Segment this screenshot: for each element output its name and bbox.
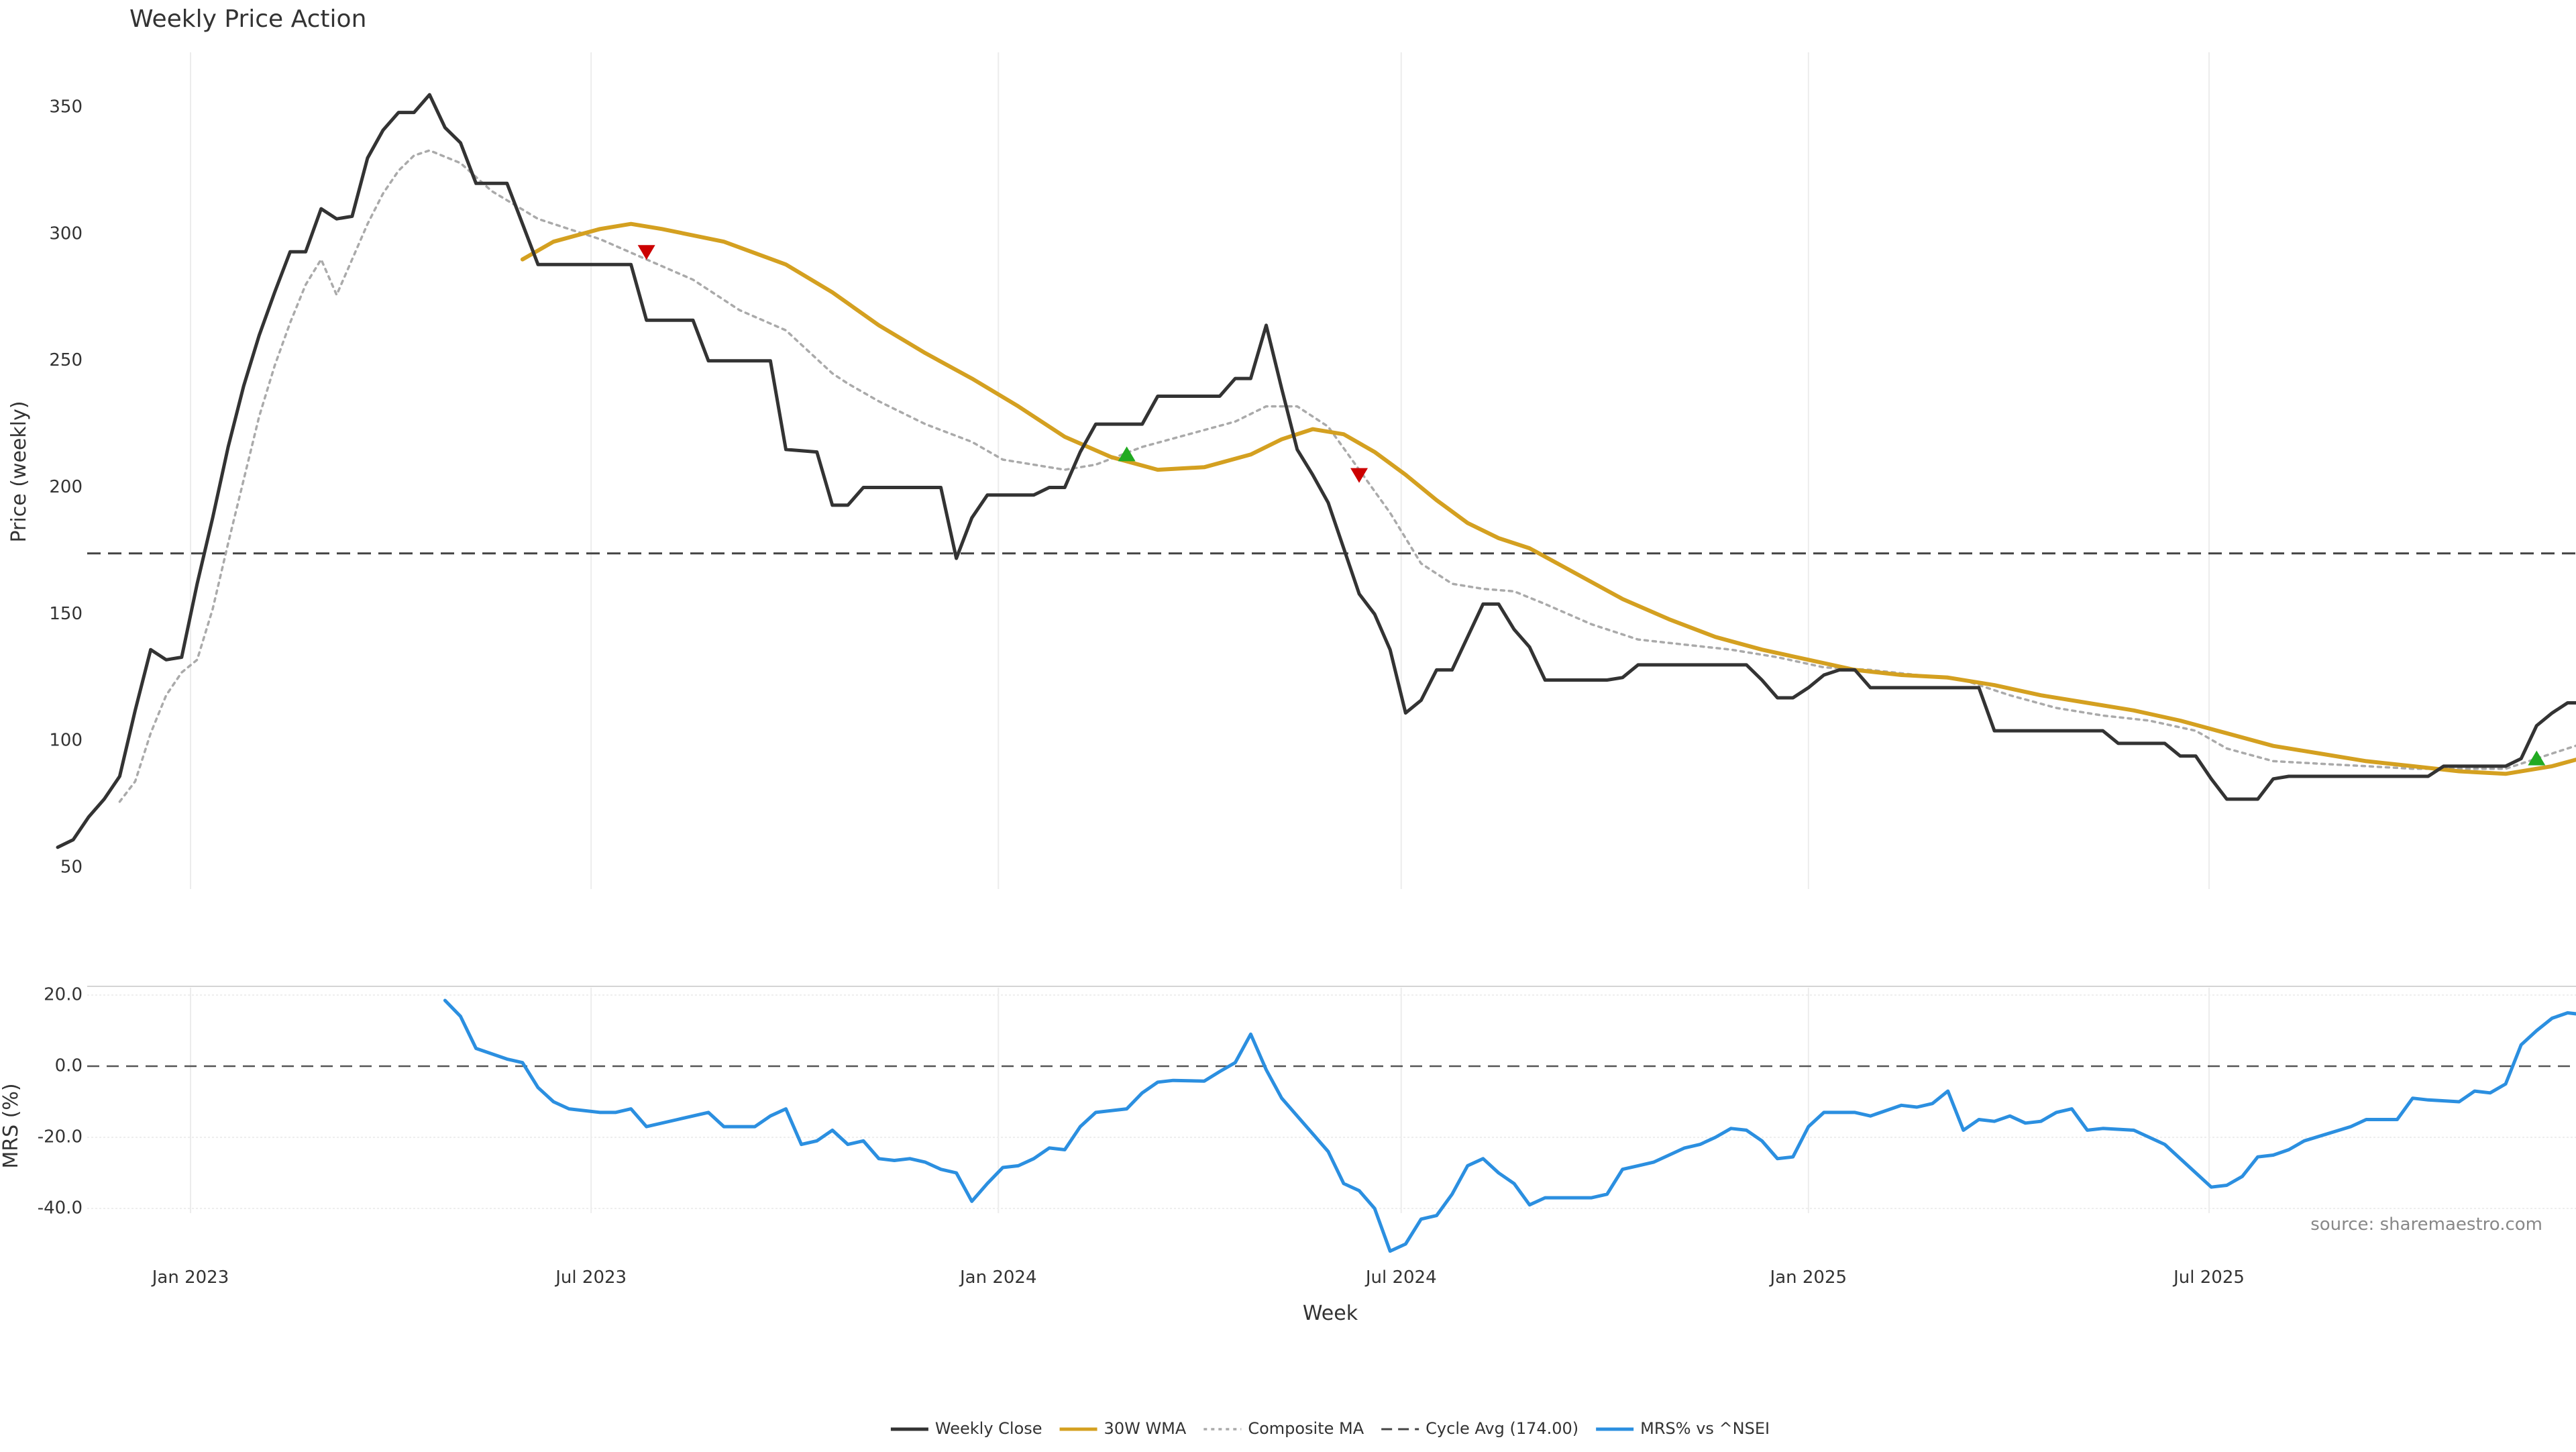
signal-markers (637, 245, 2546, 766)
mrs-line (443, 998, 2576, 1253)
legend-label: Composite MA (1248, 1419, 1364, 1438)
mrs-y-tick-label: 0.0 (55, 1056, 83, 1076)
composite-ma-line (118, 149, 2576, 803)
legend-label: Weekly Close (935, 1419, 1042, 1438)
buy-signal-marker (1118, 446, 1136, 462)
x-tick-label: Jul 2025 (2172, 1267, 2245, 1288)
legend-label: MRS% vs ^NSEI (1640, 1419, 1770, 1438)
mrs-y-tick-label: -20.0 (38, 1127, 83, 1147)
mrs-y-axis-title: MRS (%) (0, 1083, 23, 1168)
mrs-y-tick-label: -40.0 (38, 1198, 83, 1218)
reference-lines (87, 552, 2576, 1068)
legend-label: Cycle Avg (174.00) (1426, 1419, 1578, 1438)
x-tick-label: Jan 2025 (1769, 1267, 1847, 1288)
price-y-tick-label: 200 (49, 477, 83, 497)
chart-title: Weekly Price Action (129, 5, 366, 33)
source-annotation: source: sharemaestro.com (2310, 1214, 2542, 1235)
price-y-tick-label: 250 (49, 350, 83, 370)
series-lines (56, 93, 2576, 1253)
price-y-axis-title: Price (weekly) (7, 401, 31, 542)
price-y-tick-label: 100 (49, 731, 83, 751)
x-axis-title: Week (1303, 1302, 1358, 1325)
price-y-tick-label: 150 (49, 604, 83, 624)
legend: Weekly Close 30W WMA Composite MA Cycle Avg… (890, 1419, 1770, 1438)
buy-signal-marker (2528, 750, 2546, 766)
x-tick-label: Jan 2024 (959, 1267, 1037, 1288)
gridlines (87, 52, 2576, 1213)
tick-labels: Jan 2023 Jul 2023 Jan 2024 Jul 2024 Jan 2025… (38, 97, 2245, 1288)
x-tick-label: Jul 2023 (554, 1267, 627, 1288)
legend-label: 30W WMA (1104, 1419, 1187, 1438)
x-tick-label: Jan 2023 (151, 1267, 229, 1288)
sell-signal-marker (637, 245, 655, 260)
price-y-tick-label: 300 (49, 223, 83, 244)
x-tick-label: Jul 2024 (1364, 1267, 1437, 1288)
wma-30w-line (520, 221, 2576, 776)
mrs-y-tick-label: 20.0 (44, 985, 83, 1005)
sell-signal-marker (1350, 468, 1368, 483)
weekly-close-line (56, 93, 2576, 849)
price-y-tick-label: 350 (49, 97, 83, 117)
price-y-tick-label: 50 (60, 858, 83, 878)
